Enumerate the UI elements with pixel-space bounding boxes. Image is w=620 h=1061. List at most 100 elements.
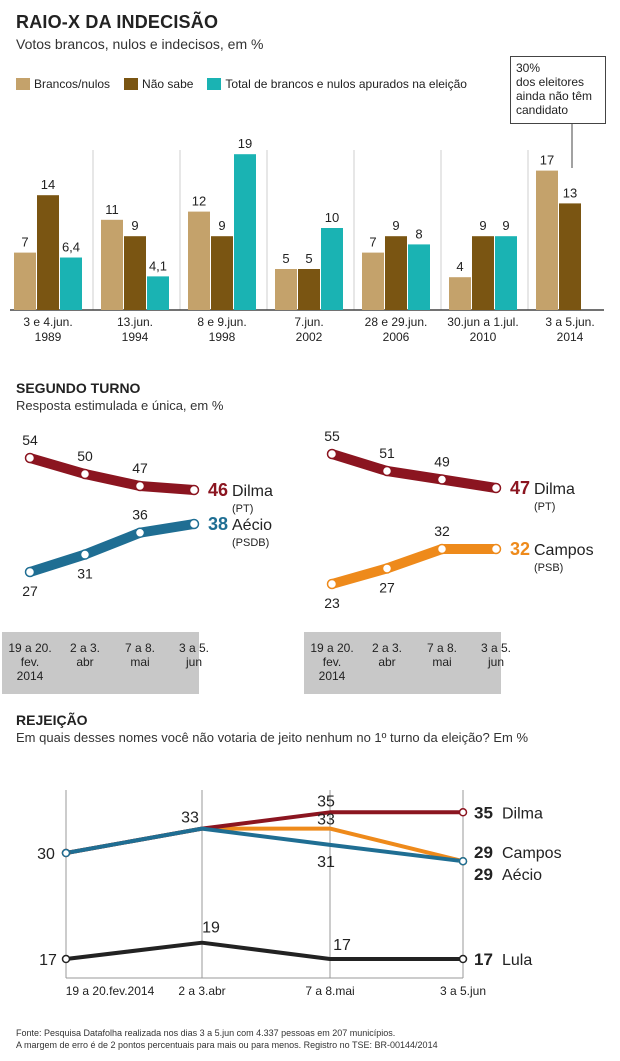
data-label: 31 (77, 566, 93, 582)
series-line-dilma (25, 453, 199, 495)
x-tick-label: 2 a 3. (70, 641, 100, 655)
series-line-aécio (25, 519, 199, 577)
end-name-dilma: Dilma (534, 481, 575, 498)
end-party-aécio: (PSDB) (232, 537, 269, 549)
series-line-campos (327, 544, 501, 589)
rejeicao-lula-start-label: 17 (39, 952, 57, 969)
bar-value-label: 9 (131, 218, 138, 233)
bar-0-4 (362, 252, 384, 310)
rejeicao-x-tick-label: 2 a 3.abr (178, 984, 225, 998)
bar-value-label: 4 (456, 259, 463, 274)
end-name-campos: Campos (534, 542, 594, 559)
rejeicao-end-name-aecio: Aécio (502, 867, 542, 884)
x-tick-label: 2 a 3. (372, 641, 402, 655)
rejeicao-end-value-campos: 29 (474, 843, 493, 862)
x-axis-box (304, 632, 501, 694)
series-point-dilma (79, 468, 91, 480)
series-point-dilma (188, 484, 200, 496)
rejeicao-x-tick-label: 7 a 8.mai (305, 984, 354, 998)
rejeicao-dilma-mai-label: 35 (317, 793, 335, 810)
x-tick-label-year: 1989 (35, 330, 62, 344)
rejeicao-lula-abr-label: 19 (202, 920, 220, 937)
series-point-dilma (381, 465, 393, 477)
series-point-dilma (24, 452, 36, 464)
data-label: 27 (22, 583, 38, 599)
legend-item-total: Total de brancos e nulos apurados na ele… (207, 77, 467, 91)
rejeicao-end-name-campos: Campos (502, 845, 562, 862)
rejeicao-point-aécio (458, 856, 468, 866)
x-tick-label-year: 2014 (557, 330, 584, 344)
x-tick-label: jun (185, 655, 202, 669)
series-point-dilma (134, 480, 146, 492)
data-label: 54 (22, 432, 38, 448)
series-line-dilma (327, 449, 501, 493)
bar-value-label: 13 (563, 185, 577, 200)
x-tick-label: mai (130, 655, 149, 669)
rejeicao-start-label: 30 (37, 846, 55, 863)
bar-1-1 (124, 236, 146, 310)
data-label: 47 (132, 460, 148, 476)
x-tick-label: mai (432, 655, 451, 669)
bar-value-label: 6,4 (62, 240, 80, 255)
rejeicao-end-name-dilma: Dilma (502, 805, 543, 822)
series-point-campos (381, 563, 393, 574)
data-label: 49 (434, 454, 450, 470)
series-point-dilma (490, 482, 502, 494)
bar-0-2 (188, 211, 210, 310)
bar-value-label: 9 (392, 218, 399, 233)
x-tick-label-year: 2006 (383, 330, 410, 344)
bar-0-6 (536, 170, 558, 310)
x-tick-label: 19 a 20. (8, 641, 51, 655)
data-label: 36 (132, 507, 148, 523)
bar-2-3 (321, 228, 343, 310)
x-tick-label: 3 e 4.jun. (23, 315, 72, 329)
legend-label-brancos: Brancos/nulos (34, 77, 111, 91)
x-tick-label-year: 1998 (209, 330, 236, 344)
x-tick-label: 13.jun. (117, 315, 153, 329)
rejeicao-aecio-mai-label: 31 (317, 854, 335, 871)
series-point-aécio (134, 527, 146, 538)
bar-1-5 (472, 236, 494, 310)
series-point-aécio (24, 566, 36, 578)
footer-source: Fonte: Pesquisa Datafolha realizada nos … (16, 1027, 438, 1051)
bar-2-5 (495, 236, 517, 310)
series-point-campos (326, 578, 338, 590)
bar-value-label: 17 (540, 153, 554, 168)
x-tick-label: 8 e 9.jun. (197, 315, 246, 329)
x-tick-label: 28 e 29.jun. (365, 315, 428, 329)
legend-swatch-total (207, 78, 222, 90)
bar-value-label: 5 (282, 251, 289, 266)
legend-swatch-nao-sabe (124, 78, 139, 90)
bar-1-2 (211, 236, 233, 310)
x-tick-label: 30.jun a 1.jul. (447, 315, 518, 329)
bar-value-label: 4,1 (149, 258, 167, 273)
data-label: 32 (434, 523, 450, 539)
series-point-aécio (79, 549, 91, 560)
x-tick-label: fev. (21, 655, 39, 669)
bar-value-label: 14 (41, 177, 55, 192)
bar-2-0 (60, 257, 82, 310)
rejeicao-peak-label: 33 (181, 810, 199, 827)
rejeicao-end-name-lula: Lula (502, 952, 532, 969)
bar-0-5 (449, 277, 471, 310)
bar-value-label: 10 (325, 210, 339, 225)
x-tick-label: 19 a 20. (310, 641, 353, 655)
legend: Brancos/nulos Não sabe Total de brancos … (16, 77, 475, 91)
legend-item-nao-sabe: Não sabe (124, 77, 193, 91)
end-party-dilma: (PT) (534, 501, 555, 513)
bar-value-label: 5 (305, 251, 312, 266)
end-value-dilma: 47 (510, 478, 530, 498)
rejeicao-line-campos (65, 826, 464, 864)
bar-2-1 (147, 276, 169, 310)
bar-value-label: 8 (415, 226, 422, 241)
chart-title: RAIO-X DA INDECISÃO (16, 12, 219, 32)
x-axis-box (2, 632, 199, 694)
bar-2-2 (234, 154, 256, 310)
x-tick-label: 7 a 8. (427, 641, 457, 655)
rejeicao-line-aécio (65, 826, 464, 864)
data-label: 50 (77, 448, 93, 464)
legend-swatch-brancos (16, 78, 30, 90)
bar-0-3 (275, 269, 297, 310)
section-subtitle-segundo-turno: Resposta estimulada e única, em % (16, 398, 224, 413)
